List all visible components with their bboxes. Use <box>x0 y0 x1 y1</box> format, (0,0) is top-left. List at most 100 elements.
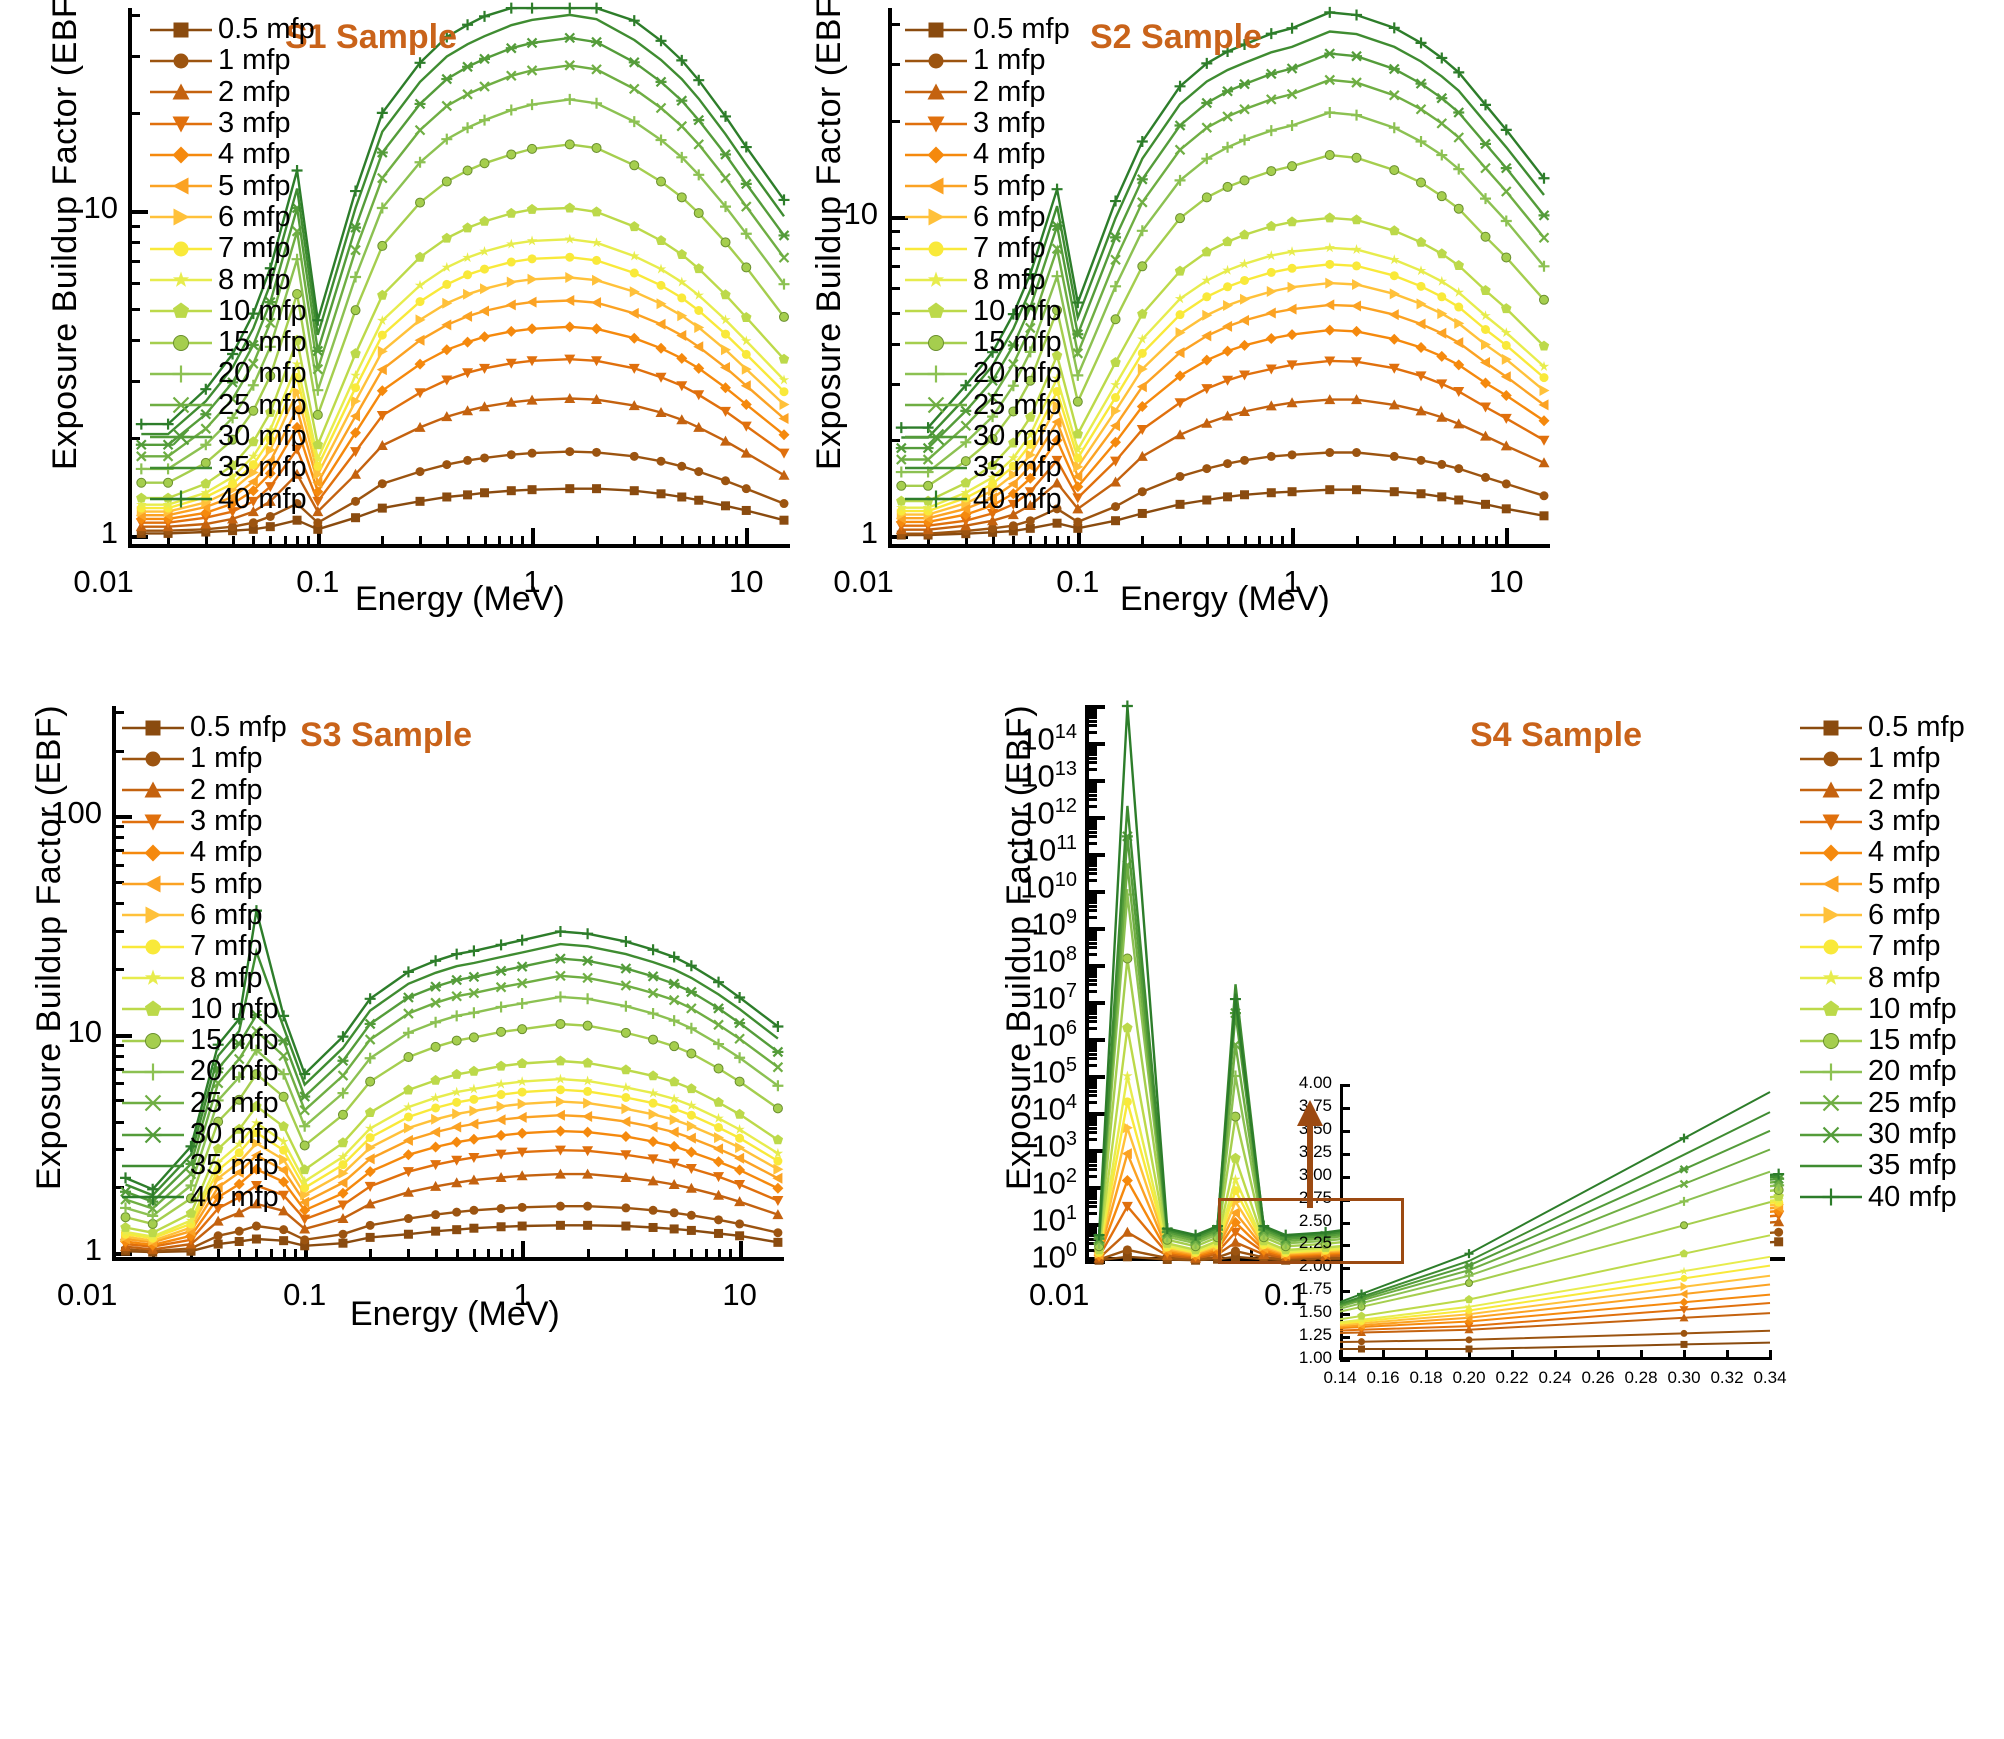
legend-item[interactable]: 6 mfp <box>905 201 1070 233</box>
legend-item[interactable]: 25 mfp <box>122 1087 287 1119</box>
legend-item[interactable]: 15 mfp <box>905 326 1070 358</box>
legend-item[interactable]: 3 mfp <box>905 107 1070 139</box>
legend-item[interactable]: 8 mfp <box>150 264 315 296</box>
legend-item[interactable]: 10 mfp <box>1800 993 1965 1025</box>
legend-item[interactable]: 35 mfp <box>122 1149 287 1181</box>
data-point-diamond-marker <box>468 1133 480 1145</box>
legend-item[interactable]: 6 mfp <box>150 201 315 233</box>
legend-item[interactable]: 2 mfp <box>905 76 1070 108</box>
legend-item[interactable]: 6 mfp <box>122 899 287 931</box>
legend-item[interactable]: 30 mfp <box>122 1118 287 1150</box>
data-point-cross-marker <box>960 420 972 431</box>
legend-item[interactable]: 2 mfp <box>150 76 315 108</box>
legend-item[interactable]: 1 mfp <box>122 742 287 774</box>
legend-item[interactable]: 1 mfp <box>905 44 1070 76</box>
data-point-sphere-marker <box>185 1193 196 1204</box>
legend-item[interactable]: 15 mfp <box>1800 1024 1965 1056</box>
legend-item[interactable]: 10 mfp <box>150 295 315 327</box>
legend-item[interactable]: 40 mfp <box>150 483 315 515</box>
legend-item[interactable]: 40 mfp <box>1800 1181 1965 1213</box>
legend-item[interactable]: 20 mfp <box>122 1055 287 1087</box>
data-point-circle-marker <box>1111 393 1121 403</box>
legend-item[interactable]: 3 mfp <box>150 107 315 139</box>
data-point-square-marker <box>677 492 687 502</box>
data-point-triangle-left-marker <box>564 295 575 307</box>
legend-item[interactable]: 3 mfp <box>122 805 287 837</box>
legend-item[interactable]: 25 mfp <box>1800 1087 1965 1119</box>
legend-item[interactable]: 30 mfp <box>905 420 1070 452</box>
legend-item[interactable]: 7 mfp <box>905 232 1070 264</box>
legend-item[interactable]: 20 mfp <box>905 357 1070 389</box>
data-point-pentagon-marker <box>1266 220 1277 231</box>
data-point-triangle-up-marker <box>987 515 999 526</box>
legend-item[interactable]: 30 mfp <box>150 420 315 452</box>
legend-item[interactable]: 2 mfp <box>122 774 287 806</box>
legend-item[interactable]: 8 mfp <box>122 962 287 994</box>
legend-item[interactable]: 40 mfp <box>122 1181 287 1213</box>
legend-item[interactable]: 0.5 mfp <box>150 13 315 45</box>
legend-item[interactable]: 10 mfp <box>122 993 287 1025</box>
data-point-triangle-right-marker <box>1111 405 1122 417</box>
inset-x-tick-label: 0.34 <box>1753 1368 1787 1387</box>
y-tick <box>128 307 140 311</box>
legend-item[interactable]: 5 mfp <box>122 868 287 900</box>
data-point-triangle-left-marker <box>441 319 452 331</box>
legend-item[interactable]: 30 mfp <box>1800 1118 1965 1150</box>
legend-item[interactable]: 35 mfp <box>1800 1149 1965 1181</box>
legend-item[interactable]: 40 mfp <box>905 483 1070 515</box>
data-point-pentagon-marker <box>212 1143 224 1154</box>
data-point-star-marker <box>265 424 276 435</box>
data-point-triangle-up-marker <box>554 1168 566 1179</box>
legend-item[interactable]: 1 mfp <box>150 44 315 76</box>
data-point-circle-marker <box>517 1087 527 1097</box>
data-point-plus-marker <box>402 1027 414 1039</box>
data-point-plus-marker <box>291 165 303 177</box>
legend-item[interactable]: 1 mfp <box>1800 742 1965 774</box>
inset-x-tick <box>1683 1350 1686 1360</box>
data-point-plus-marker <box>1538 260 1550 272</box>
data-point-star-marker <box>1436 275 1447 286</box>
legend-item[interactable]: 0.5 mfp <box>905 13 1070 45</box>
legend-item[interactable]: 15 mfp <box>150 326 315 358</box>
legend-item[interactable]: 4 mfp <box>122 836 287 868</box>
data-point-sphere-marker <box>1465 1279 1473 1287</box>
legend-item[interactable]: 4 mfp <box>150 138 315 170</box>
legend-item[interactable]: 35 mfp <box>150 451 315 483</box>
legend-item[interactable]: 5 mfp <box>905 170 1070 202</box>
legend-item[interactable]: 8 mfp <box>905 264 1070 296</box>
legend-marker-plus-icon <box>1800 1060 1862 1084</box>
data-point-cross-marker <box>414 124 426 136</box>
legend-item[interactable]: 3 mfp <box>1800 805 1965 837</box>
legend-item[interactable]: 0.5 mfp <box>1800 711 1965 743</box>
legend-item[interactable]: 25 mfp <box>905 389 1070 421</box>
legend-item[interactable]: 4 mfp <box>1800 836 1965 868</box>
legend-item[interactable]: 6 mfp <box>1800 899 1965 931</box>
data-point-plus-marker <box>1110 195 1122 207</box>
data-point-circle-marker <box>1137 487 1147 497</box>
legend-item[interactable]: 5 mfp <box>150 170 315 202</box>
data-point-sphere-marker <box>1072 396 1083 407</box>
data-point-diamond-marker <box>772 1182 784 1194</box>
legend-item[interactable]: 15 mfp <box>122 1024 287 1056</box>
legend-item[interactable]: 0.5 mfp <box>122 711 287 743</box>
legend-item[interactable]: 7 mfp <box>150 232 315 264</box>
legend-item[interactable]: 20 mfp <box>1800 1055 1965 1087</box>
data-point-circle-marker <box>1266 451 1276 461</box>
y-tick <box>112 849 124 853</box>
x-tick <box>1141 536 1145 548</box>
legend-item[interactable]: 2 mfp <box>1800 774 1965 806</box>
legend-item[interactable]: 4 mfp <box>905 138 1070 170</box>
legend-item[interactable]: 8 mfp <box>1800 962 1965 994</box>
legend-item[interactable]: 5 mfp <box>1800 868 1965 900</box>
y-tick <box>1085 1234 1097 1238</box>
legend-item[interactable]: 20 mfp <box>150 357 315 389</box>
data-point-triangle-up-marker <box>1136 450 1148 461</box>
legend-item[interactable]: 10 mfp <box>905 295 1070 327</box>
legend-item[interactable]: 7 mfp <box>122 930 287 962</box>
data-point-star-marker <box>377 315 388 325</box>
legend-item[interactable]: 25 mfp <box>150 389 315 421</box>
data-point-pentagon-marker <box>495 1060 507 1071</box>
legend-item[interactable]: 7 mfp <box>1800 930 1965 962</box>
legend-item[interactable]: 35 mfp <box>905 451 1070 483</box>
data-point-sphere-marker <box>278 1091 289 1102</box>
